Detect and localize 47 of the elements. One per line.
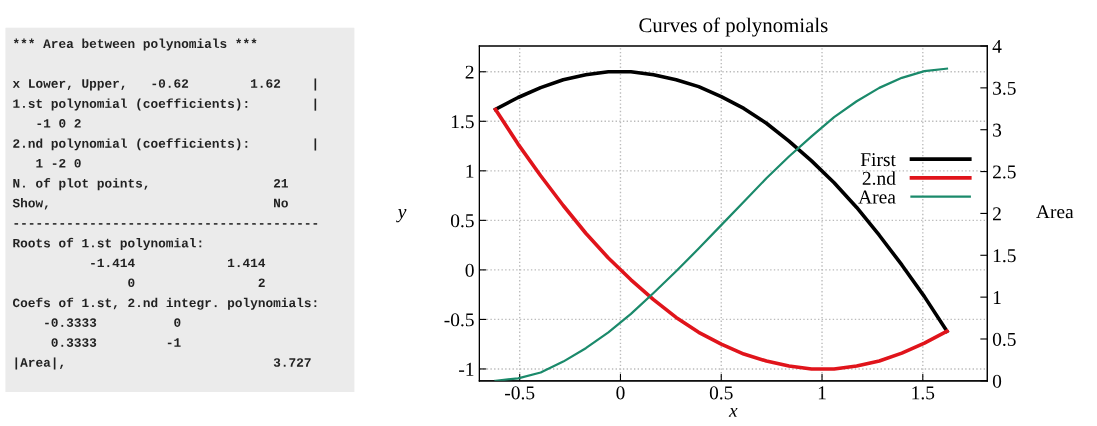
x-axis-title: x — [728, 407, 738, 417]
y2-tick-label: 4 — [992, 39, 1002, 53]
y-axis-title: y — [396, 209, 407, 223]
text: 1 -2 0 — [36, 158, 81, 168]
y2-tick-label: 2.5 — [993, 165, 1016, 179]
text: -0.3333 0 — [45, 318, 181, 327]
y-tick-label: -1 — [459, 362, 474, 376]
y2-tick-label: 1 — [993, 291, 1001, 304]
text: Show, No — [12, 198, 288, 210]
text: 1.st polynomial (coefficients): | — [13, 98, 317, 111]
text: N. of plot points, 21 — [13, 178, 288, 191]
legend-label: 2.nd — [862, 171, 896, 185]
y-tick-label: 1.5 — [451, 115, 474, 129]
y2-tick-label: 0 — [992, 374, 1002, 388]
y2-tick-label: 1.5 — [993, 249, 1016, 263]
text: ---------------------------------------- — [14, 223, 318, 225]
y2-tick-label: 0.5 — [992, 332, 1016, 347]
y-tick-label: 0.5 — [450, 214, 474, 228]
y2-tick-label: 3.5 — [993, 81, 1016, 95]
text: Coefs of 1.st, 2.nd integr. polynomials: — [12, 297, 317, 310]
legend-label: First — [860, 153, 896, 167]
chart-title: Curves of polynomials — [639, 17, 828, 37]
y2-axis-title: Area — [1036, 205, 1074, 219]
line-series — [494, 67, 949, 381]
line-series — [493, 69, 949, 334]
y2-tick-label: 3 — [993, 123, 1002, 137]
text: -1.414 1.414 — [91, 258, 266, 268]
text: 0.3333 -1 — [51, 338, 181, 347]
y-tick-label: 1 — [466, 164, 474, 178]
x-tick-label: 0 — [616, 386, 625, 400]
y2-tick-label: 2 — [993, 207, 1001, 221]
y-tick-label: 2 — [465, 65, 474, 79]
x-tick-label: 1 — [818, 386, 826, 400]
x-tick-label: 1.5 — [912, 386, 935, 400]
y-tick-label: 0 — [465, 263, 474, 277]
text: -1 0 2 — [37, 119, 81, 128]
x-tick-label: -0.5 — [505, 386, 535, 400]
x-tick-label: 0.5 — [709, 386, 733, 400]
text: Roots of 1.st polynomial: — [13, 237, 202, 250]
text: 0 2 — [128, 278, 265, 288]
legend-label: Area — [858, 190, 896, 204]
y-tick-label: -0.5 — [444, 313, 474, 327]
text: x Lower, Upper, -0.62 1.62 | — [12, 78, 317, 91]
line-series — [493, 107, 949, 371]
text: *** Area between polynomials *** — [13, 38, 257, 51]
text: 2.nd polynomial (coefficients): | — [13, 138, 317, 151]
text: |Area|, 3.727 — [15, 357, 311, 370]
